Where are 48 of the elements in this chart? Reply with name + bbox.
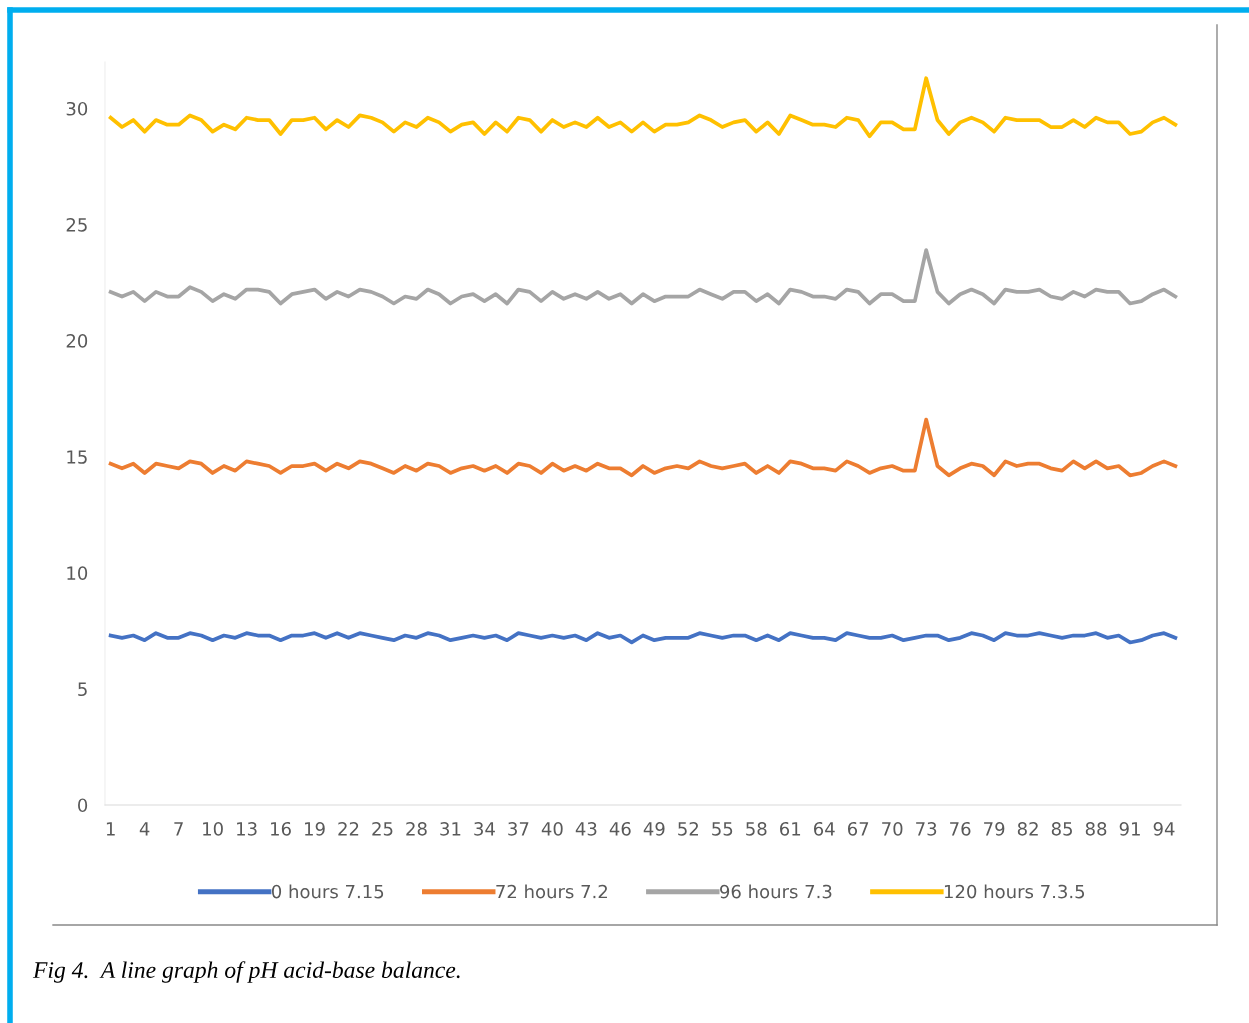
x-tick-label: 31 <box>440 821 461 836</box>
x-tick-label: 64 <box>813 821 835 836</box>
x-tick-label: 46 <box>609 821 631 836</box>
x-tick-label: 7 <box>174 822 183 836</box>
x-tick-label: 16 <box>271 821 291 836</box>
y-tick-label: 30 <box>66 101 88 116</box>
y-tick-label: 0 <box>78 798 88 813</box>
x-tick-label: 22 <box>338 821 359 836</box>
x-tick-label: 61 <box>780 821 801 836</box>
line-series <box>108 631 1178 645</box>
x-tick-label: 58 <box>746 821 767 836</box>
line-series <box>108 417 1178 478</box>
legend-label: 0 hours 7.15 <box>271 884 384 899</box>
x-tick-label: 49 <box>643 821 665 836</box>
x-tick-label: 94 <box>1153 821 1175 836</box>
legend-label: 72 hours 7.2 <box>496 884 607 899</box>
x-tick-label: 37 <box>508 821 529 836</box>
x-tick-label: 52 <box>678 821 698 836</box>
x-tick-label: 91 <box>1119 821 1140 836</box>
x-tick-label: 40 <box>541 821 563 836</box>
x-tick-label: 55 <box>712 822 733 836</box>
legend-label: 120 hours 7.3.5 <box>944 884 1085 899</box>
x-tick-label: 10 <box>203 821 223 836</box>
x-tick-label: 34 <box>474 821 495 836</box>
x-tick-label: 88 <box>1085 821 1107 836</box>
x-tick-label: 73 <box>916 821 937 836</box>
y-tick-label: 25 <box>66 217 87 232</box>
legend-label: 96 hours 7.3 <box>720 884 832 899</box>
x-tick-label: 82 <box>1017 821 1038 836</box>
caption: Fig 4. A line graph of pH acid-base balance. <box>32 961 460 983</box>
line-series <box>108 76 1178 139</box>
line-series <box>108 248 1178 306</box>
x-tick-label: 13 <box>237 821 257 836</box>
y-tick-label: 10 <box>67 566 88 580</box>
x-tick-label: 28 <box>406 821 427 836</box>
x-tick-label: 25 <box>372 821 393 836</box>
x-tick-label: 76 <box>950 821 971 836</box>
x-tick-label: 70 <box>882 821 903 836</box>
x-tick-label: 19 <box>305 821 325 836</box>
y-tick-label: 5 <box>78 682 87 697</box>
y-tick-label: 20 <box>66 334 88 348</box>
x-tick-label: 85 <box>1051 821 1072 836</box>
x-tick-label: 4 <box>139 822 150 836</box>
x-tick-label: 43 <box>575 821 597 836</box>
y-tick-label: 15 <box>67 450 87 464</box>
x-tick-label: 1 <box>106 822 115 836</box>
x-tick-label: 79 <box>984 821 1005 836</box>
x-tick-label: 67 <box>847 821 869 836</box>
